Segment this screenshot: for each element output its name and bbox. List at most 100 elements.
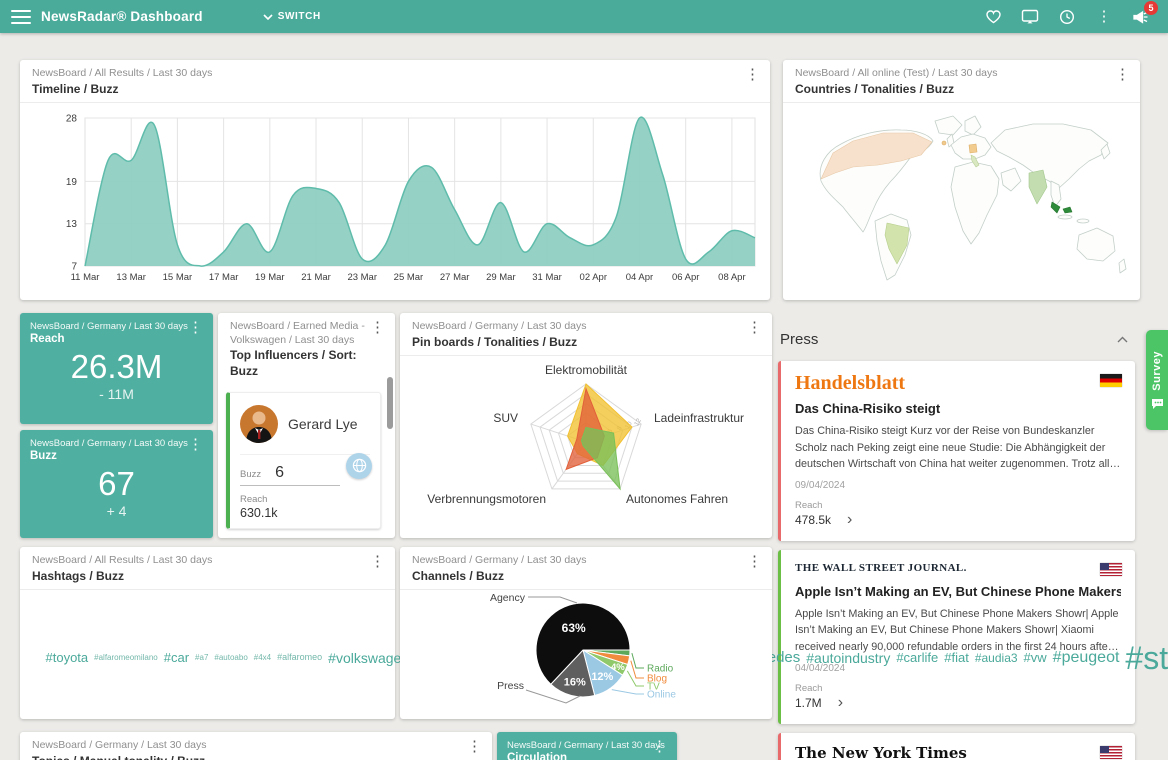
hashtag-word[interactable]: #a7 — [195, 652, 209, 662]
widget-title: Top Influencers / Sort: Buzz — [230, 348, 357, 379]
overflow-menu-button[interactable]: ⋮ — [1093, 6, 1115, 28]
widget-title: Hashtags / Buzz — [32, 568, 125, 583]
widget-menu-button[interactable]: ⋮ — [652, 738, 667, 755]
timeline-area-chart: 11 Mar 13 Mar 15 Mar 17 Mar 19 Mar 21 Mar 23 M… — [66, 113, 756, 283]
clock-icon — [1059, 9, 1075, 24]
svg-text:16%: 16% — [564, 676, 586, 688]
article-snippet: Das China-Risiko steigt Kurz vor der Rei… — [795, 425, 1120, 471]
globe-button[interactable] — [346, 452, 372, 479]
svg-text:06 Apr: 06 Apr — [672, 272, 699, 283]
svg-text:19: 19 — [66, 177, 78, 188]
widget-title: Reach — [30, 333, 65, 345]
hashtag-word[interactable]: #carlife — [896, 650, 939, 666]
app-title: NewsRadar® Dashboard — [41, 9, 203, 24]
widget-title: Timeline / Buzz — [32, 81, 119, 96]
press-source-logo: THE WALL STREET JOURNAL. — [795, 562, 967, 575]
kpi-delta: - 11M — [99, 386, 134, 403]
influencer-card[interactable]: Gerard Lye Buzz 6 Reach 630.1k — [226, 391, 381, 529]
history-button[interactable] — [1056, 6, 1078, 28]
reach-value: 630.1k — [240, 505, 278, 520]
svg-text:Ladeinfrastruktur: Ladeinfrastruktur — [654, 411, 744, 425]
chevron-right-icon[interactable]: › — [837, 693, 844, 711]
widget-menu-button[interactable]: ⋮ — [747, 319, 762, 336]
announcements-button[interactable]: 5 — [1130, 0, 1158, 28]
hashtag-word[interactable]: #stellantis — [1125, 639, 1168, 676]
widget-title: Buzz — [30, 450, 57, 462]
svg-text:12: 12 — [633, 417, 643, 427]
widget-channels-pie: NewsBoard / Germany / Last 30 days Chann… — [400, 547, 772, 719]
favorites-button[interactable] — [982, 6, 1004, 28]
breadcrumb: NewsBoard / All Results / Last 30 days — [32, 67, 213, 79]
svg-text:Press: Press — [497, 680, 524, 692]
svg-text:02 Apr: 02 Apr — [580, 272, 607, 283]
widget-menu-button[interactable]: ⋮ — [188, 319, 203, 336]
svg-text:7: 7 — [71, 261, 77, 272]
hashtag-word[interactable]: #vw — [1023, 650, 1047, 666]
svg-text:25 Mar: 25 Mar — [394, 272, 424, 283]
map-new-zealand — [1118, 258, 1127, 274]
switch-button[interactable]: SWITCH — [263, 11, 321, 22]
avatar — [240, 404, 278, 443]
hashtag-word[interactable]: #fiat — [944, 650, 969, 666]
map-greenland — [934, 115, 963, 136]
svg-text:15 Mar: 15 Mar — [163, 272, 193, 283]
press-article-card[interactable]: THE WALL STREET JOURNAL. Apple Isn’t Mak… — [778, 550, 1135, 724]
widget-menu-button[interactable]: ⋮ — [745, 66, 760, 83]
breadcrumb: NewsBoard / Germany / Last 30 days — [30, 321, 188, 332]
hashtag-word[interactable]: #alfaromeo — [277, 652, 323, 663]
chevron-right-icon[interactable]: › — [847, 511, 853, 529]
hashtag-word[interactable]: #audia3 — [974, 650, 1018, 665]
press-source-logo: Handelsblatt — [795, 372, 906, 394]
article-title: Das China-Risiko steigt — [795, 401, 941, 416]
article-date: 09/04/2024 — [795, 480, 846, 492]
breadcrumb: NewsBoard / Germany / Last 30 days — [507, 740, 665, 751]
svg-text:Online: Online — [647, 689, 676, 700]
svg-text:31 Mar: 31 Mar — [532, 272, 562, 283]
hashtag-word[interactable]: #peugeot — [1052, 648, 1120, 666]
monitor-icon — [1021, 9, 1039, 24]
widget-title: Topics / Manual tonality / Buzz — [32, 753, 480, 760]
svg-text:27 Mar: 27 Mar — [440, 272, 470, 283]
widget-menu-button[interactable]: ⋮ — [747, 553, 762, 570]
hashtag-word[interactable]: #car — [163, 650, 190, 666]
chevron-up-icon — [1117, 336, 1128, 343]
buzz-label: Buzz — [240, 468, 262, 480]
article-snippet: Apple Isn’t Making an EV, But Chinese Ph… — [795, 607, 1120, 654]
menu-icon[interactable] — [11, 9, 31, 24]
collapse-button[interactable] — [1114, 327, 1131, 351]
svg-text:23 Mar: 23 Mar — [347, 272, 377, 283]
hashtag-word[interactable]: #alfaromeomilano — [94, 652, 158, 662]
press-article-card[interactable]: The New York Times How Toyota Landed on … — [778, 732, 1135, 760]
map-indonesia-2 — [1076, 218, 1090, 224]
hashtag-word[interactable]: #toyota — [45, 650, 89, 666]
map-se-asia — [1050, 180, 1062, 208]
breadcrumb: NewsBoard / Germany / Last 30 days — [412, 554, 587, 566]
hashtag-word[interactable]: #4x4 — [253, 652, 272, 662]
top-app-bar: NewsRadar® Dashboard SWITCH ⋮ 5 — [0, 0, 1168, 33]
scrollbar[interactable] — [386, 371, 393, 521]
world-map — [819, 115, 1127, 281]
breadcrumb: NewsBoard / Earned Media - Volkswagen / … — [230, 320, 365, 346]
scrollbar-thumb[interactable] — [386, 377, 393, 429]
press-article-card[interactable]: Handelsblatt Das China-Risiko steigt Das… — [778, 361, 1135, 542]
widget-menu-button[interactable]: ⋮ — [1115, 66, 1130, 83]
svg-text:4%: 4% — [611, 662, 625, 673]
screen-button[interactable] — [1019, 6, 1041, 28]
hashtag-word-cloud: #toyota #alfaromeomilano #car #a7 #autoabo #4… — [43, 641, 1168, 675]
hashtag-word[interactable]: #autoabo — [214, 652, 248, 662]
map-country-malaysia — [1050, 201, 1061, 214]
svg-text:11 Mar: 11 Mar — [71, 272, 100, 283]
hashtag-word[interactable]: #volkswagen — [328, 649, 410, 666]
widget-reach-kpi: ⋮ NewsBoard / Germany / Last 30 days Rea… — [20, 313, 213, 424]
widget-menu-button[interactable]: ⋮ — [370, 553, 385, 570]
svg-text:Verbrennungsmotoren: Verbrennungsmotoren — [427, 492, 546, 506]
megaphone-icon — [1132, 10, 1147, 24]
hashtag-word[interactable]: #autoindustry — [806, 649, 891, 666]
widget-menu-button[interactable]: ⋮ — [370, 319, 385, 336]
press-heading: Press — [780, 330, 819, 348]
survey-tab[interactable]: Survey — [1146, 330, 1168, 430]
map-country-malaysia-borneo — [1062, 206, 1073, 214]
widget-menu-button[interactable]: ⋮ — [188, 436, 203, 453]
widget-menu-button[interactable]: ⋮ — [467, 738, 482, 755]
